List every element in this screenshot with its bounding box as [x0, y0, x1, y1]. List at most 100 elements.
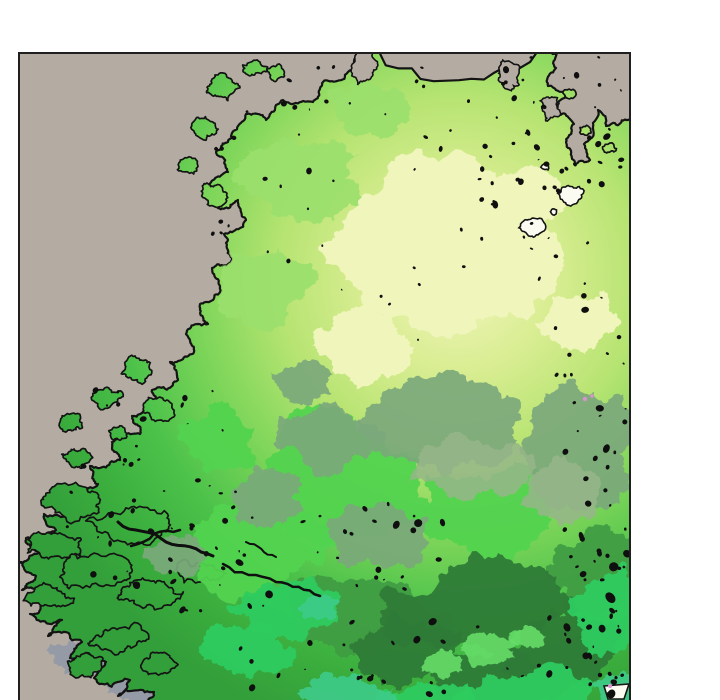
terrain-patch [273, 401, 387, 478]
island [241, 59, 269, 77]
terrain-patch [375, 681, 476, 700]
islet-speckle [495, 116, 498, 119]
islet-speckle [607, 689, 616, 699]
islet-speckle [242, 553, 247, 557]
islet-speckle [529, 247, 534, 250]
islet-speckle [554, 372, 559, 377]
islet-speckle [542, 185, 547, 191]
island [87, 621, 150, 656]
islet-speckle [597, 56, 601, 59]
islet-speckle [583, 578, 587, 582]
islet-speckle [417, 282, 421, 287]
islet-speckle [482, 143, 488, 149]
islet-speckle [586, 135, 592, 141]
islet-speckle [536, 663, 541, 668]
islet-speckle [616, 334, 622, 340]
islands-layer [22, 59, 618, 679]
terrain-patch [317, 148, 565, 339]
islet-speckle [588, 682, 592, 687]
islet-speckle [96, 536, 100, 539]
islet-speckle [582, 652, 590, 660]
islet-speckle [410, 527, 417, 534]
islet-speckle [563, 623, 571, 632]
islet-speckle [579, 570, 587, 578]
islet-speckle [477, 177, 482, 181]
island [578, 124, 592, 137]
islet-speckle [607, 671, 612, 677]
islet-speckle [331, 65, 336, 69]
islet-speckle [392, 520, 400, 529]
islet-speckle [562, 448, 569, 455]
islet-speckle [511, 95, 517, 102]
islet-speckle [220, 566, 226, 571]
islet-speckle [134, 581, 141, 588]
islet-speckle [598, 414, 602, 417]
islet-speckle [234, 490, 237, 494]
islet-speckle [286, 258, 291, 264]
terrain-patch [311, 304, 415, 390]
islet-speckle [219, 146, 224, 151]
islet-speckle [573, 162, 577, 167]
islet-speckle [105, 404, 109, 407]
island [84, 505, 172, 547]
islet-speckle [279, 184, 282, 189]
white-lake [549, 207, 558, 217]
islet-speckle [400, 575, 404, 579]
islet-speckle [386, 501, 390, 507]
islet-speckle [324, 99, 329, 104]
islet-speckle [262, 176, 268, 181]
islet-speckle [586, 241, 590, 245]
islet-speckle [425, 691, 433, 698]
islet-speckle [532, 100, 535, 104]
islet-speckle [306, 207, 310, 211]
islet-speckle [581, 293, 587, 299]
islet-speckle [316, 551, 319, 554]
islet-speckle [575, 565, 579, 569]
islet-speckle [616, 628, 622, 634]
terrain-patch [297, 594, 341, 621]
islet-speckle [350, 668, 354, 672]
islet-speckle [562, 527, 568, 532]
islet-speckle [529, 221, 534, 225]
islet-speckle [412, 514, 416, 518]
terrain-patch [508, 624, 547, 649]
islet-speckle [238, 646, 243, 651]
islet-speckle [247, 603, 252, 609]
islet-speckle [438, 145, 443, 152]
islet-speckle [439, 518, 446, 527]
islet-speckle [413, 635, 421, 644]
islet-speckle [203, 551, 209, 557]
islet-speckle [372, 519, 377, 523]
islet-speckle [613, 450, 617, 455]
island [265, 63, 286, 83]
islet-speckle [572, 401, 577, 405]
islet-speckle [547, 615, 552, 621]
islet-speckle [189, 523, 195, 528]
islet-speckle [441, 689, 447, 695]
islet-speckle [543, 161, 550, 167]
islet-speckle [459, 227, 463, 232]
islet-speckle [479, 197, 485, 202]
channel-line [221, 562, 322, 598]
islet-speckle [413, 168, 416, 171]
islet-speckle [225, 564, 228, 567]
islet-speckle [569, 555, 573, 559]
islet-speckle [583, 282, 587, 285]
islet-speckle [475, 625, 480, 629]
islet-speckle [375, 566, 382, 573]
islet-speckle [128, 461, 134, 467]
islet-speckle [210, 231, 215, 236]
map-panel [18, 52, 631, 700]
islet-speckle [414, 519, 423, 528]
islet-speckle [198, 609, 203, 613]
islet-speckle [391, 640, 395, 646]
terrain-patch [326, 501, 430, 569]
island [561, 88, 578, 100]
terrain-patch [482, 165, 571, 229]
islet-speckle [227, 224, 230, 228]
terrain-patch [217, 246, 319, 333]
islet-speckle [219, 231, 223, 235]
islet-speckle [238, 549, 240, 553]
islet-speckle [576, 430, 579, 433]
